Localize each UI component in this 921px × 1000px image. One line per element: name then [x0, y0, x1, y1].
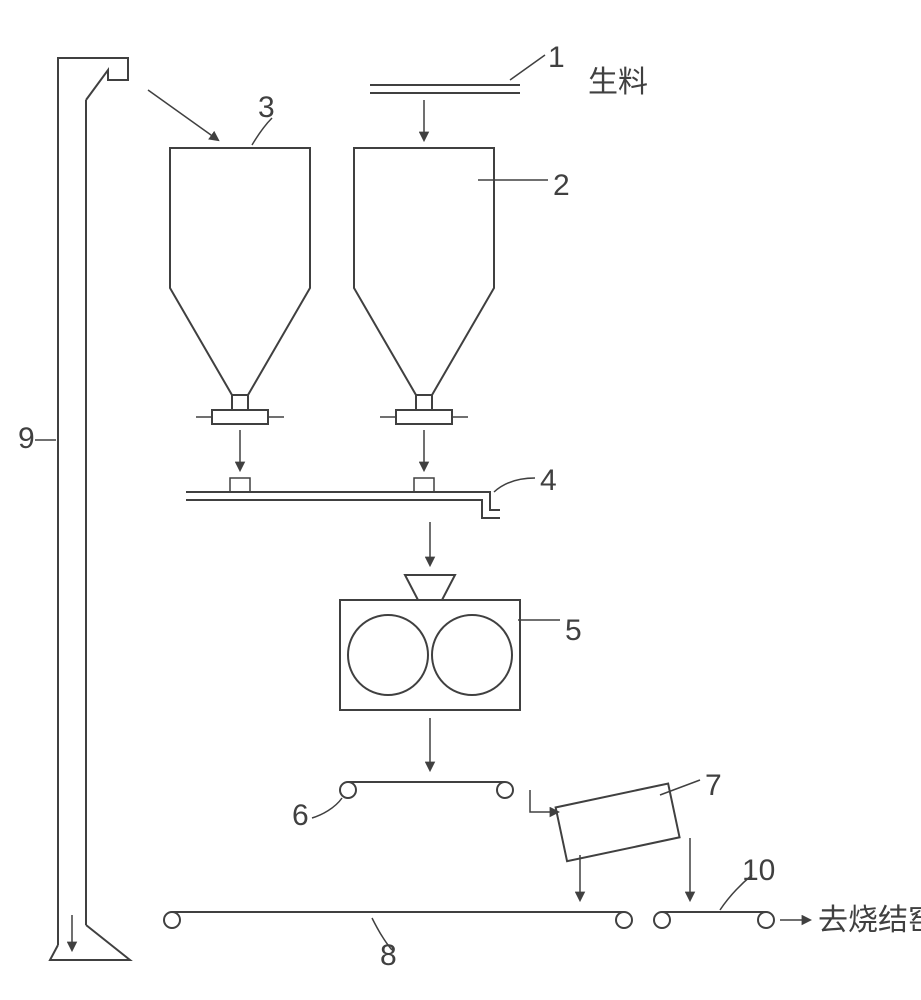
label-9: 9	[18, 422, 35, 455]
belt-10	[654, 912, 774, 928]
belt-6	[340, 782, 513, 798]
label-7: 7	[705, 769, 722, 802]
elevator-9	[50, 58, 130, 960]
hopper-3	[170, 148, 310, 424]
raw-material-text: 生料	[588, 66, 648, 99]
hopper-2	[354, 148, 494, 424]
belt-4	[186, 478, 500, 518]
feed-belt-1	[370, 85, 520, 93]
label-8: 8	[380, 939, 397, 972]
label-6: 6	[292, 799, 309, 832]
label-3: 3	[258, 91, 275, 124]
label-2: 2	[553, 169, 570, 202]
label-5: 5	[565, 614, 582, 647]
label-10: 10	[742, 854, 775, 887]
belt-8	[164, 912, 632, 928]
label-1: 1	[548, 41, 565, 74]
crusher-5	[340, 575, 520, 710]
to-kiln-text: 去烧结窑	[818, 904, 921, 937]
diagram: 9 1 生料 3 2 4	[0, 0, 921, 1000]
label-4: 4	[540, 464, 557, 497]
